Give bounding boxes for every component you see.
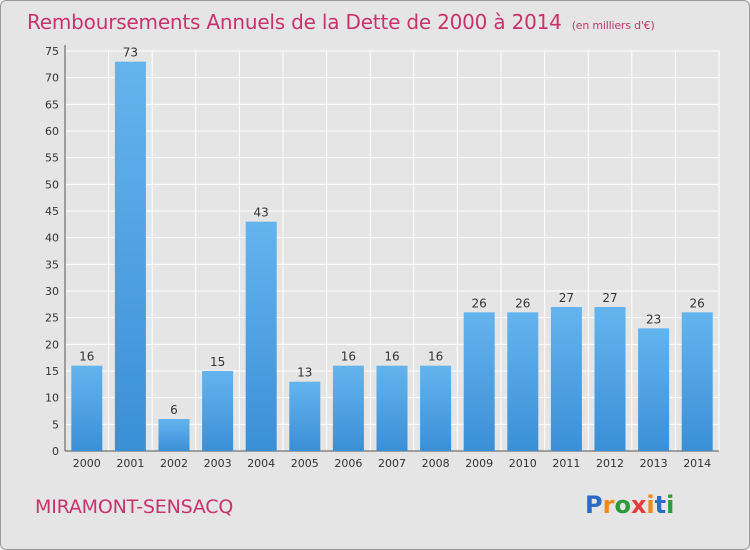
bar-2000 xyxy=(71,365,103,451)
bar-2001 xyxy=(114,61,146,452)
x-tick-label-2012: 2012 xyxy=(596,457,624,470)
data-label-2014: 26 xyxy=(690,296,705,310)
bar-2002 xyxy=(158,419,190,451)
logo-letter: o xyxy=(614,491,631,519)
data-label-2007: 16 xyxy=(384,350,399,364)
x-tick-label-2005: 2005 xyxy=(291,457,319,470)
labels: 0 5 10 15 20 25 30 35 40 45 50 55 60 65 70 75 16 2000 73 20… xyxy=(45,45,711,470)
bar-2011 xyxy=(550,307,582,451)
y-tick-label: 20 xyxy=(45,338,59,351)
data-label-2011: 27 xyxy=(559,291,574,305)
y-tick-label: 30 xyxy=(45,285,59,298)
data-label-2004: 43 xyxy=(254,206,269,220)
bar-2005 xyxy=(289,381,321,451)
bar-2006 xyxy=(332,365,364,451)
y-tick-label: 65 xyxy=(45,98,59,111)
x-tick-label-2006: 2006 xyxy=(334,457,362,470)
x-tick-label-2004: 2004 xyxy=(247,457,275,470)
x-tick-label-2009: 2009 xyxy=(465,457,493,470)
y-tick-label: 50 xyxy=(45,178,59,191)
data-label-2009: 26 xyxy=(472,296,487,310)
x-tick-label-2010: 2010 xyxy=(509,457,537,470)
y-tick-label: 60 xyxy=(45,125,59,138)
y-tick-label: 40 xyxy=(45,232,59,245)
chart-title: Remboursements Annuels de la Dette de 20… xyxy=(27,10,655,34)
place-name: MIRAMONT-SENSACQ xyxy=(35,496,234,518)
data-label-2000: 16 xyxy=(79,350,94,364)
logo-letter: r xyxy=(602,491,615,519)
bars xyxy=(71,61,713,452)
x-tick-label-2003: 2003 xyxy=(204,457,232,470)
y-tick-label: 5 xyxy=(52,418,59,431)
bar-2014 xyxy=(681,312,713,451)
logo-letter: x xyxy=(630,491,647,519)
x-tick-label-2008: 2008 xyxy=(422,457,450,470)
bar-2013 xyxy=(638,328,670,451)
x-tick-label-2014: 2014 xyxy=(683,457,711,470)
bar-2008 xyxy=(420,365,452,451)
data-label-2003: 15 xyxy=(210,355,225,369)
y-tick-label: 15 xyxy=(45,365,59,378)
y-tick-label: 10 xyxy=(45,392,59,405)
logo-letter: t xyxy=(654,491,667,519)
y-tick-label: 45 xyxy=(45,205,59,218)
bar-2004 xyxy=(245,221,277,451)
data-label-2012: 27 xyxy=(602,291,617,305)
y-tick-label: 25 xyxy=(45,312,59,325)
y-tick-label: 55 xyxy=(45,152,59,165)
x-tick-label-2011: 2011 xyxy=(552,457,580,470)
chart-subtitle: (en milliers d'€) xyxy=(571,19,655,32)
x-tick-label-2001: 2001 xyxy=(116,457,144,470)
bar-2012 xyxy=(594,307,626,451)
data-label-2010: 26 xyxy=(515,296,530,310)
data-label-2002: 6 xyxy=(170,403,178,417)
data-label-2001: 73 xyxy=(123,46,138,60)
logo-letter: i xyxy=(646,491,655,519)
data-label-2005: 13 xyxy=(297,366,312,380)
proxiti-logo: Proxiti xyxy=(585,491,674,519)
logo-letter: i xyxy=(666,491,675,519)
data-label-2006: 16 xyxy=(341,350,356,364)
x-tick-label-2013: 2013 xyxy=(640,457,668,470)
data-label-2013: 23 xyxy=(646,312,661,326)
y-tick-label: 70 xyxy=(45,72,59,85)
y-tick-label: 0 xyxy=(52,445,59,458)
bar-2007 xyxy=(376,365,408,451)
bar-2003 xyxy=(202,371,234,451)
data-label-2008: 16 xyxy=(428,350,443,364)
logo-letter: P xyxy=(585,491,603,519)
bar-2009 xyxy=(463,312,495,451)
x-tick-label-2007: 2007 xyxy=(378,457,406,470)
x-tick-label-2002: 2002 xyxy=(160,457,188,470)
chart-title-text: Remboursements Annuels de la Dette de 20… xyxy=(27,10,562,34)
y-tick-label: 35 xyxy=(45,258,59,271)
y-tick-label: 75 xyxy=(45,45,59,58)
x-tick-label-2000: 2000 xyxy=(73,457,101,470)
bar-2010 xyxy=(507,312,539,451)
